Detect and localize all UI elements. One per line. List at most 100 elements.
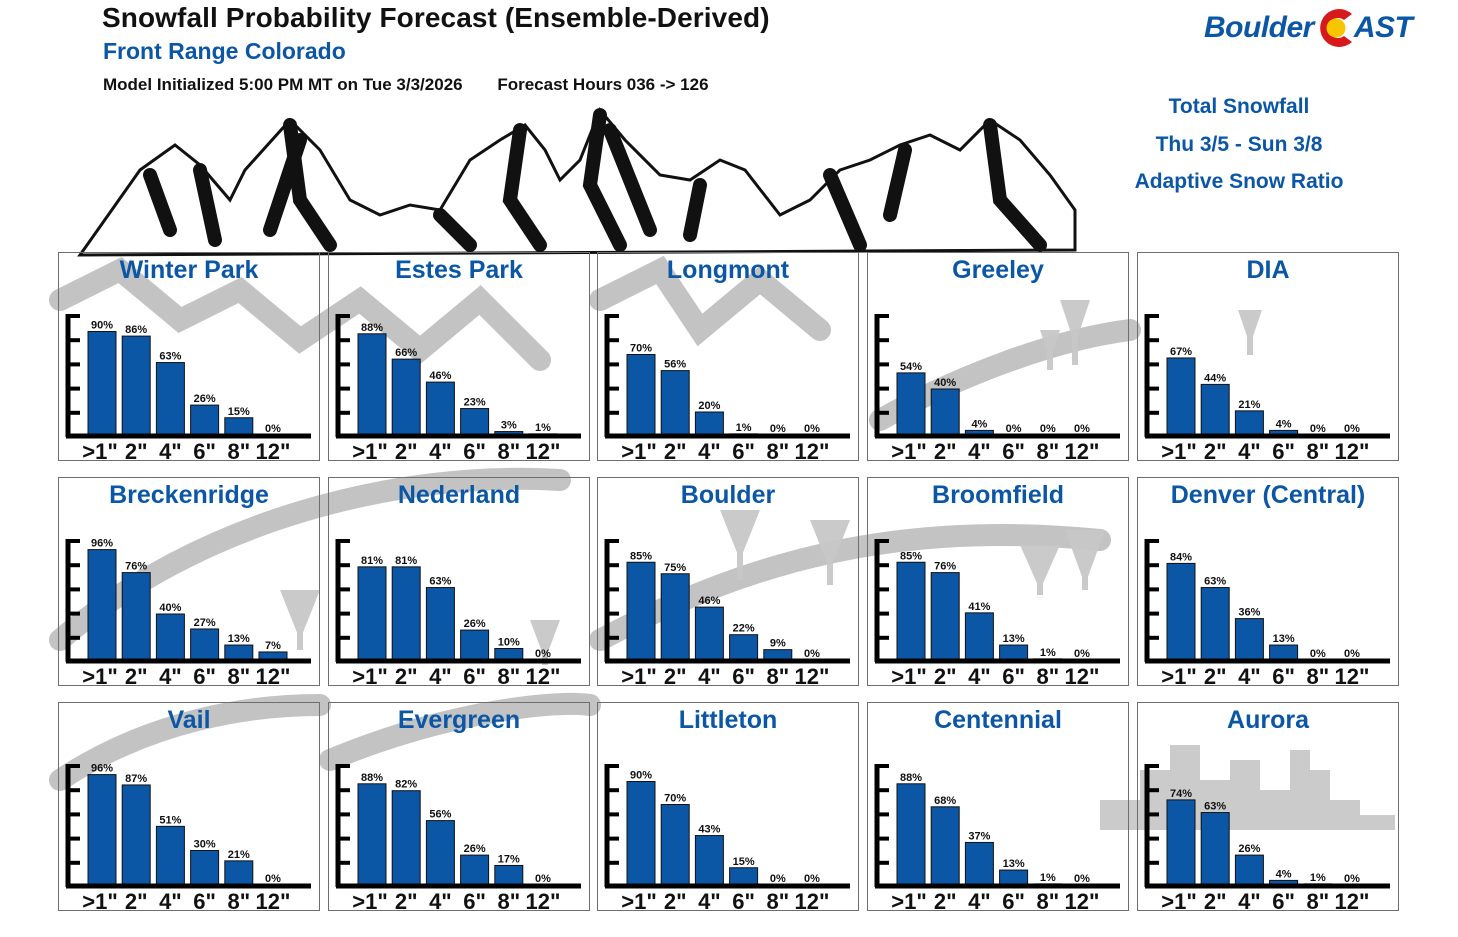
logo-text-right: AST xyxy=(1353,11,1413,44)
x-tick-label: 4" xyxy=(159,439,182,462)
panel-denver-central: Denver (Central) 84% 63% 36% 13% 0% 0% >1" 2" 4" 6… xyxy=(1137,477,1399,687)
bar xyxy=(357,566,387,661)
bar-chart: 70% 56% 20% 1% 0% 0% >1" 2" 4" 6" 8" 12" xyxy=(604,314,850,462)
x-tick-label: 2" xyxy=(934,664,957,687)
colorado-c-icon xyxy=(1319,8,1352,48)
bar-value-label: 13% xyxy=(228,633,250,645)
info-date-range: Thu 3/5 - Sun 3/8 xyxy=(1155,132,1323,156)
bouldercast-logo[interactable]: Boulder AST xyxy=(1204,6,1413,50)
x-tick-label: 12" xyxy=(1335,664,1370,687)
x-tick-label: 8" xyxy=(1306,889,1329,912)
bar-chart: 88% 68% 37% 13% 1% 0% >1" 2" 4" 6" 8" 12" xyxy=(874,764,1120,912)
bar-value-label: 9% xyxy=(770,638,786,650)
bar xyxy=(155,613,185,661)
mountain-silhouette xyxy=(77,107,1077,257)
panel-title: Littleton xyxy=(678,706,778,734)
bar-value-label: 1% xyxy=(1040,647,1056,659)
panel-estes-park: Estes Park 88% 66% 46% 23% 3% 1% >1" 2" 4" 6" 8" 12" xyxy=(328,252,590,462)
x-tick-label: 2" xyxy=(934,889,957,912)
bar xyxy=(121,572,151,661)
x-tick-label: 12" xyxy=(1065,889,1100,912)
x-tick-label: 12" xyxy=(256,664,291,687)
bar-value-label: 13% xyxy=(1003,633,1025,645)
x-tick-label: 4" xyxy=(429,889,452,912)
x-tick-label: 8" xyxy=(227,889,250,912)
bar xyxy=(391,790,421,886)
x-tick-label: 4" xyxy=(159,664,182,687)
x-tick-label: 4" xyxy=(968,889,991,912)
bar xyxy=(694,411,724,436)
bar xyxy=(1200,383,1230,436)
x-tick-label: 2" xyxy=(664,664,687,687)
bar xyxy=(694,835,724,886)
x-tick-label: 8" xyxy=(766,664,789,687)
bar-value-label: 1% xyxy=(1040,872,1056,884)
bar xyxy=(896,372,926,436)
bar xyxy=(190,850,220,886)
panel-title: Aurora xyxy=(1227,706,1309,734)
x-tick-label: 12" xyxy=(256,889,291,912)
x-tick-label: 12" xyxy=(1065,664,1100,687)
bar-value-label: 63% xyxy=(1204,576,1226,588)
bar xyxy=(357,333,387,436)
bar xyxy=(1166,357,1196,436)
x-tick-label: >1" xyxy=(352,439,388,462)
bar-value-label: 4% xyxy=(971,418,987,430)
x-tick-label: 8" xyxy=(1306,439,1329,462)
bar-chart: 54% 40% 4% 0% 0% 0% >1" 2" 4" 6" 8" 12" xyxy=(874,314,1120,462)
x-tick-label: 8" xyxy=(1036,439,1059,462)
x-tick-label: 2" xyxy=(395,664,418,687)
x-tick-label: >1" xyxy=(621,439,657,462)
x-tick-label: 8" xyxy=(497,889,520,912)
panel-title: Estes Park xyxy=(395,256,523,284)
bar xyxy=(660,370,690,436)
bar-value-label: 90% xyxy=(91,320,113,332)
bar-value-label: 0% xyxy=(1344,873,1360,885)
bar-value-label: 26% xyxy=(1238,843,1260,855)
bar xyxy=(1200,587,1230,661)
bar xyxy=(190,628,220,661)
x-tick-label: 12" xyxy=(526,439,561,462)
bar-value-label: 3% xyxy=(501,420,517,432)
bar-value-label: 54% xyxy=(900,361,922,373)
x-tick-label: 2" xyxy=(664,439,687,462)
bar-value-label: 23% xyxy=(464,397,486,409)
bar xyxy=(87,774,117,886)
x-tick-label: 6" xyxy=(1002,439,1025,462)
bar xyxy=(1166,562,1196,661)
bar xyxy=(155,825,185,886)
bar xyxy=(1200,812,1230,886)
bar xyxy=(896,561,926,661)
x-tick-label: 8" xyxy=(1306,664,1329,687)
bar-value-label: 1% xyxy=(736,422,752,434)
bar-value-label: 44% xyxy=(1204,372,1226,384)
bar-chart: 84% 63% 36% 13% 0% 0% >1" 2" 4" 6" 8" 12" xyxy=(1144,539,1390,687)
x-tick-label: >1" xyxy=(1161,664,1197,687)
bar xyxy=(460,408,490,436)
bar-value-label: 4% xyxy=(1276,418,1292,430)
x-tick-label: 2" xyxy=(1204,439,1227,462)
bar xyxy=(391,358,421,436)
x-tick-label: 4" xyxy=(698,664,721,687)
bar-chart: 88% 66% 46% 23% 3% 1% >1" 2" 4" 6" 8" 12" xyxy=(335,314,581,462)
bar-value-label: 63% xyxy=(1204,801,1226,813)
forecast-info: Total Snowfall Thu 3/5 - Sun 3/8 Adaptiv… xyxy=(1108,88,1370,201)
x-tick-label: 4" xyxy=(429,664,452,687)
bar-value-label: 40% xyxy=(159,602,181,614)
bar xyxy=(729,867,759,886)
panel-title: Broomfield xyxy=(932,481,1064,509)
x-tick-label: 2" xyxy=(125,439,148,462)
panel-evergreen: Evergreen 88% 82% 56% 26% 17% 0% >1" 2" 4" 6" 8" 12" xyxy=(328,702,590,912)
bar xyxy=(999,869,1029,886)
bar-value-label: 88% xyxy=(361,322,383,334)
bar-value-label: 0% xyxy=(804,873,820,885)
bar xyxy=(425,381,455,436)
x-tick-label: 6" xyxy=(1002,664,1025,687)
bar-value-label: 41% xyxy=(968,601,990,613)
x-tick-label: 8" xyxy=(1036,664,1059,687)
info-snow-ratio: Adaptive Snow Ratio xyxy=(1134,170,1344,193)
bar-value-label: 75% xyxy=(664,562,686,574)
bar-value-label: 21% xyxy=(228,849,250,861)
bar-value-label: 46% xyxy=(429,370,451,382)
bar-value-label: 96% xyxy=(91,763,113,775)
